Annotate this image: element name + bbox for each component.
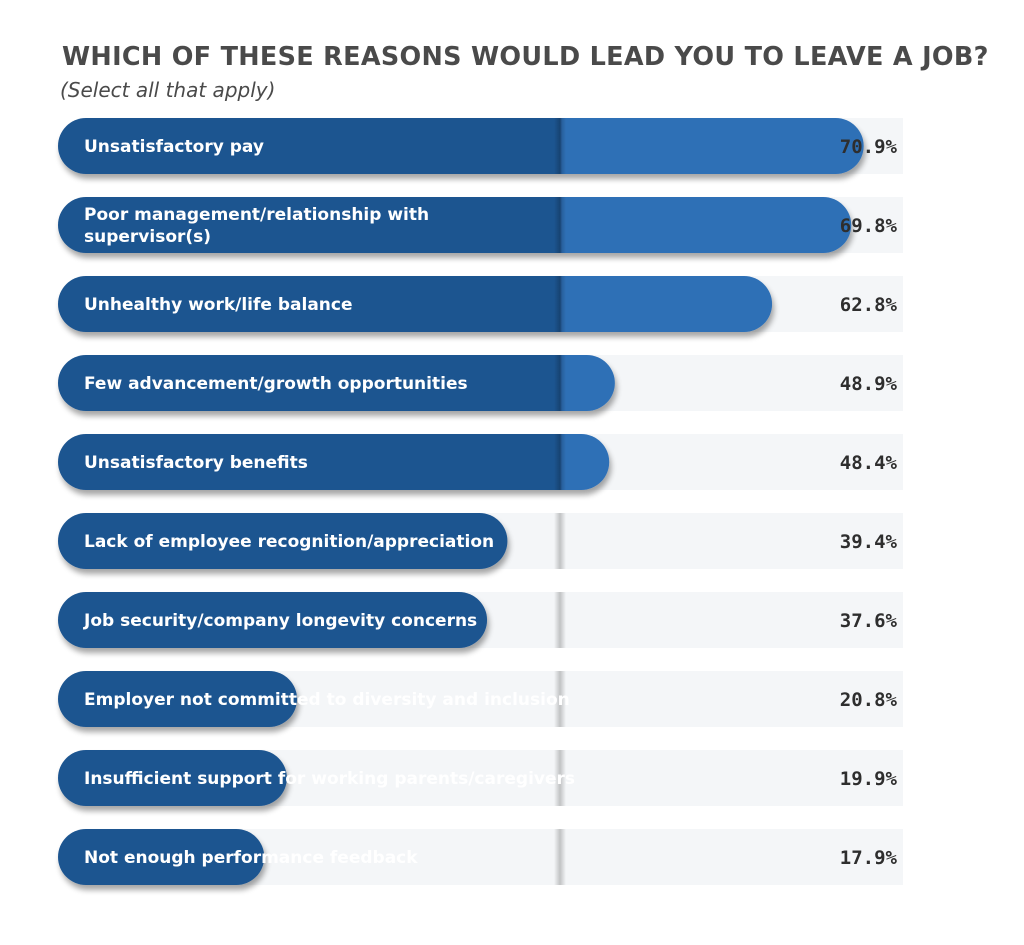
bar-fold-shade [554, 355, 566, 411]
bar-value-label: 48.9% [840, 373, 898, 395]
bar-category-label: Unsatisfactory benefits [84, 453, 308, 473]
bar [58, 355, 615, 411]
bar-category-label: Unsatisfactory pay [84, 137, 264, 157]
bar-fold-shade [554, 671, 566, 727]
bar-category-label: Few advancement/growth opportunities [84, 374, 468, 394]
bar-fold-shade [554, 829, 566, 885]
bar-fold-shade [554, 592, 566, 648]
bar [58, 434, 610, 490]
bar-value-label: 37.6% [840, 610, 898, 632]
bar [58, 592, 488, 648]
bar-row: Not enough performance feedback 17.9% [58, 829, 903, 885]
bar-row: Unhealthy work/life balance 62.8% [58, 276, 903, 332]
bar-row: Lack of employee recognition/appreciatio… [58, 513, 903, 569]
bar [58, 197, 852, 253]
bar-fold-shade [554, 197, 566, 253]
bar-row: Poor management/relationship with supervi… [58, 197, 903, 253]
bar-fold-shade [554, 434, 566, 490]
bar-category-label: Poor management/relationship with supervi… [84, 205, 429, 247]
bar-value-label: 19.9% [840, 768, 898, 790]
bar [58, 671, 298, 727]
bar-category-label: Not enough performance feedback [84, 848, 418, 868]
bar [58, 513, 508, 569]
bar-value-label: 20.8% [840, 689, 898, 711]
bar-row: Job security/company longevity concerns 3… [58, 592, 903, 648]
bar-row: Employer not committed to diversity and … [58, 671, 903, 727]
bar-category-label: Employer not committed to diversity and … [84, 690, 570, 710]
bar-fold-shade [554, 276, 566, 332]
bar-category-label: Job security/company longevity concerns [83, 611, 477, 631]
bar-row: Unsatisfactory pay 70.9% [58, 118, 903, 174]
bar [58, 276, 773, 332]
chart-title: WHICH OF THESE REASONS WOULD LEAD YOU TO… [62, 42, 989, 72]
bar-value-label: 17.9% [840, 847, 898, 869]
bar-value-label: 39.4% [840, 531, 898, 553]
bar-value-label: 70.9% [840, 136, 898, 158]
chart-subtitle: (Select all that apply) [60, 78, 276, 102]
bar-category-label: Unhealthy work/life balance [84, 295, 353, 315]
bar-value-label: 48.4% [840, 452, 898, 474]
bar-row: Few advancement/growth opportunities 48.9… [58, 355, 903, 411]
bar [58, 829, 265, 885]
bar [58, 118, 864, 174]
bar-value-label: 62.8% [840, 294, 898, 316]
bar [58, 750, 287, 806]
bar-row: Insufficient support for working parents… [58, 750, 903, 806]
bar-value-label: 69.8% [840, 215, 898, 237]
bar-fold-shade [554, 118, 566, 174]
bar-fold-shade [554, 513, 566, 569]
bar-fold-shade [554, 750, 566, 806]
bar-row: Unsatisfactory benefits 48.4% [58, 434, 903, 490]
bar-category-label: Lack of employee recognition/appreciatio… [84, 532, 494, 552]
bar-category-label: Insufficient support for working parents… [84, 769, 575, 789]
